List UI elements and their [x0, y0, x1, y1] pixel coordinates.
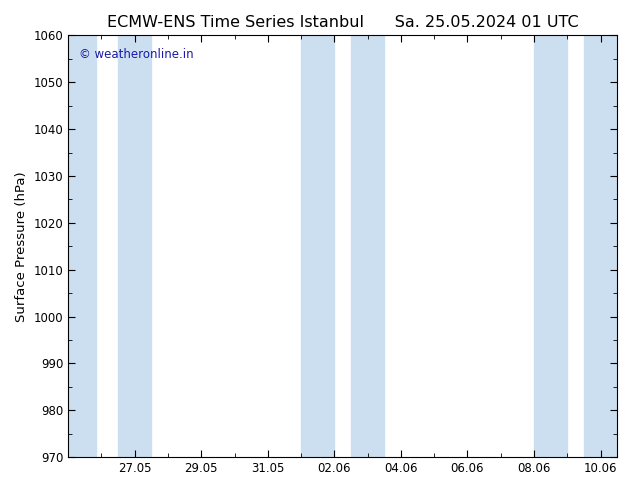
Bar — [118, 35, 152, 457]
Bar — [534, 35, 567, 457]
Text: © weatheronline.in: © weatheronline.in — [79, 48, 194, 61]
Bar — [584, 35, 617, 457]
Y-axis label: Surface Pressure (hPa): Surface Pressure (hPa) — [15, 171, 28, 321]
Bar — [351, 35, 384, 457]
Title: ECMW-ENS Time Series Istanbul      Sa. 25.05.2024 01 UTC: ECMW-ENS Time Series Istanbul Sa. 25.05.… — [107, 15, 578, 30]
Bar — [301, 35, 334, 457]
Bar — [68, 35, 96, 457]
